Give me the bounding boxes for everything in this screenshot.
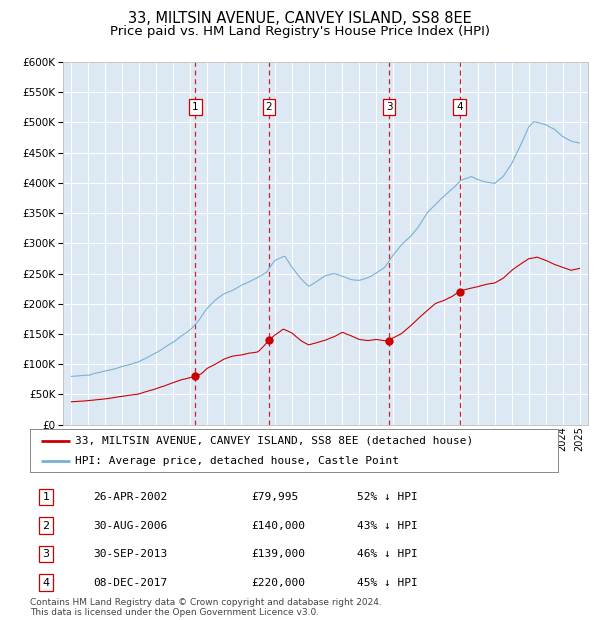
Text: 1: 1	[43, 492, 49, 502]
Text: 46% ↓ HPI: 46% ↓ HPI	[358, 549, 418, 559]
Text: 26-APR-2002: 26-APR-2002	[94, 492, 167, 502]
Text: Price paid vs. HM Land Registry's House Price Index (HPI): Price paid vs. HM Land Registry's House …	[110, 25, 490, 38]
Text: £79,995: £79,995	[252, 492, 299, 502]
Text: £220,000: £220,000	[252, 578, 306, 588]
Text: 08-DEC-2017: 08-DEC-2017	[94, 578, 167, 588]
Text: 2: 2	[42, 521, 49, 531]
Text: HPI: Average price, detached house, Castle Point: HPI: Average price, detached house, Cast…	[75, 456, 399, 466]
Text: 33, MILTSIN AVENUE, CANVEY ISLAND, SS8 8EE (detached house): 33, MILTSIN AVENUE, CANVEY ISLAND, SS8 8…	[75, 436, 473, 446]
Text: 2: 2	[266, 102, 272, 112]
Text: 3: 3	[386, 102, 392, 112]
Text: 33, MILTSIN AVENUE, CANVEY ISLAND, SS8 8EE: 33, MILTSIN AVENUE, CANVEY ISLAND, SS8 8…	[128, 11, 472, 26]
Text: 4: 4	[457, 102, 463, 112]
Text: 43% ↓ HPI: 43% ↓ HPI	[358, 521, 418, 531]
Text: 3: 3	[43, 549, 49, 559]
Text: 52% ↓ HPI: 52% ↓ HPI	[358, 492, 418, 502]
Text: 1: 1	[192, 102, 199, 112]
Text: 4: 4	[42, 578, 49, 588]
Text: 45% ↓ HPI: 45% ↓ HPI	[358, 578, 418, 588]
Text: 30-AUG-2006: 30-AUG-2006	[94, 521, 167, 531]
Text: £139,000: £139,000	[252, 549, 306, 559]
Text: £140,000: £140,000	[252, 521, 306, 531]
Text: 30-SEP-2013: 30-SEP-2013	[94, 549, 167, 559]
Text: Contains HM Land Registry data © Crown copyright and database right 2024.
This d: Contains HM Land Registry data © Crown c…	[30, 598, 382, 617]
